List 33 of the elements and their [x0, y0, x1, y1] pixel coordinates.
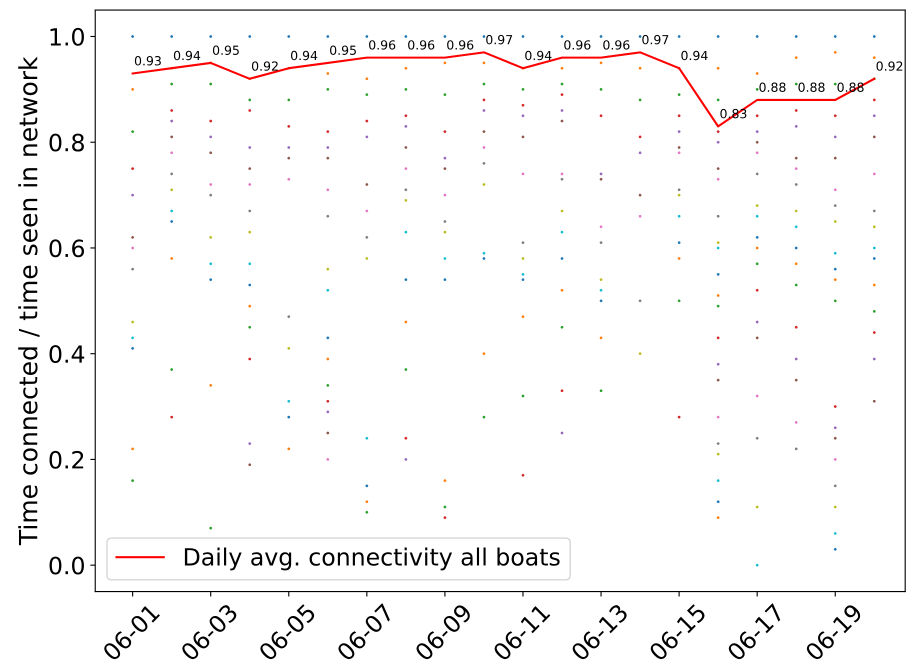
- data-label: 0.96: [564, 40, 590, 50]
- y-tick-label: 1.0: [50, 28, 84, 46]
- data-label: 0.94: [525, 50, 552, 60]
- y-tick-label: 0.2: [50, 450, 84, 469]
- point: [834, 268, 837, 270]
- point: [756, 564, 759, 567]
- data-label: 0.97: [486, 34, 512, 44]
- data-label: 0.92: [252, 61, 278, 71]
- data-label: 0.96: [369, 40, 396, 50]
- data-label: 0.97: [642, 34, 668, 44]
- data-label: 0.95: [212, 45, 239, 55]
- data-label: 0.88: [798, 82, 825, 92]
- data-label: 0.93: [134, 56, 161, 66]
- data-label: 0.94: [681, 50, 708, 60]
- y-tick-label: 0.0: [50, 556, 84, 574]
- legend-label: Daily avg. connectivity all boats: [184, 548, 560, 570]
- y-tick-label: 0.6: [50, 239, 84, 258]
- data-label: 0.96: [408, 40, 434, 50]
- point: [756, 214, 759, 218]
- y-axis-title: Time connected / time seen in network: [18, 56, 40, 546]
- data-label: 0.94: [174, 50, 200, 60]
- data-label: 0.96: [447, 40, 474, 50]
- data-label: 0.88: [759, 82, 786, 92]
- point: [834, 548, 837, 551]
- point: [834, 35, 837, 38]
- y-tick-label: 0.4: [50, 345, 84, 364]
- data-label: 0.95: [330, 45, 356, 55]
- data-label: 0.96: [603, 40, 630, 50]
- data-label: 0.94: [290, 50, 318, 60]
- data-label: 0.92: [876, 61, 902, 71]
- point: [287, 35, 290, 38]
- point: [287, 416, 290, 419]
- y-tick-label: 0.8: [50, 134, 84, 152]
